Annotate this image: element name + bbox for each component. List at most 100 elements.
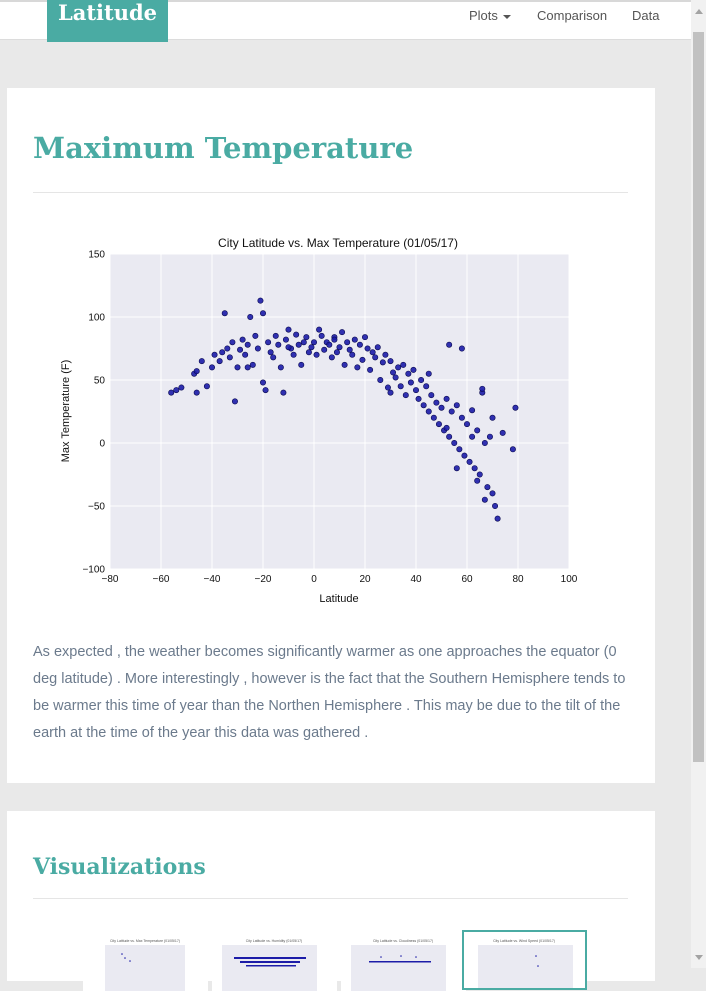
scroll-down-arrow-icon[interactable] [695,955,703,960]
data-point [423,383,430,390]
data-point [402,392,409,399]
data-point [458,345,465,352]
data-point [351,336,358,343]
thumbnail-cloudiness[interactable]: City Latitude vs. Cloudiness (01/05/17) [341,931,466,991]
vertical-scrollbar[interactable] [691,0,706,968]
scrollbar-thumb[interactable] [693,32,704,762]
data-point [489,490,496,497]
data-point [390,369,397,376]
data-point [481,440,488,447]
data-point [400,361,407,368]
data-point [328,354,335,361]
data-point [267,349,274,356]
data-point [377,377,384,384]
x-tick-label: 20 [359,574,371,585]
data-point [489,414,496,421]
data-point [443,395,450,402]
data-point [305,349,312,356]
data-point [395,364,402,371]
nav-data-link[interactable]: Data [632,8,660,23]
data-point [476,471,483,478]
data-point [341,361,348,368]
data-points [168,297,519,522]
data-point [231,398,238,405]
data-point [265,339,272,346]
data-point [420,402,427,409]
description-text: As expected , the weather becomes signif… [33,644,626,741]
y-tick-label: 150 [88,250,105,261]
data-point [254,345,261,352]
data-point [469,433,476,440]
x-tick-label: 0 [311,574,317,585]
thumbnail-wind-speed[interactable]: City Latitude vs. Wind Speed (01/05/17) [462,930,587,990]
data-point [260,310,267,317]
nav-plots-dropdown[interactable]: Plots [469,8,511,23]
data-point [262,387,269,394]
data-point [430,414,437,421]
data-point [349,351,356,358]
data-point [492,502,499,509]
data-point [336,344,343,351]
data-point [374,344,381,351]
x-tick-label: −40 [204,574,221,585]
data-point [282,336,289,343]
x-tick-label: 40 [410,574,422,585]
data-point [270,354,277,361]
data-point [244,341,251,348]
data-point [397,383,404,390]
data-point [448,408,455,415]
x-tick-label: 80 [512,574,524,585]
svg-text:City Latitude vs. Max Temperat: City Latitude vs. Max Temperature (01/05… [110,939,180,943]
data-point [456,446,463,453]
data-point [285,326,292,333]
data-point [219,349,226,356]
data-point [252,332,259,339]
data-point [509,446,516,453]
data-point [486,433,493,440]
thumbnail-max-temperature[interactable]: City Latitude vs. Max Temperature (01/05… [83,931,208,991]
data-point [469,407,476,414]
data-point [458,414,465,421]
data-point [300,339,307,346]
caret-down-icon [502,14,511,19]
data-point [364,345,371,352]
data-point [216,358,223,365]
brand-logo[interactable]: Latitude [47,0,168,42]
x-tick-label: −20 [255,574,272,585]
data-point [425,408,432,415]
data-point [247,314,254,321]
data-point [446,341,453,348]
data-point [410,366,417,373]
data-point [275,341,282,348]
data-point [318,332,325,339]
data-point [239,336,246,343]
data-point [471,465,478,472]
data-point [356,341,363,348]
data-point [466,458,473,465]
x-axis-label: Latitude [319,593,358,605]
data-point [479,385,486,392]
scroll-up-arrow-icon[interactable] [695,9,703,14]
data-point [331,336,338,343]
data-point [387,358,394,365]
data-point [280,389,287,396]
data-point [277,364,284,371]
title-divider [33,192,628,193]
data-point [173,387,180,394]
data-point [257,297,264,304]
data-point [461,452,468,459]
data-point [384,384,391,391]
thumbnail-humidity[interactable]: City Latitude vs. Humidity (01/05/17) [212,931,337,991]
data-point [392,374,399,381]
data-point [446,433,453,440]
data-point [290,351,297,358]
data-point [303,334,310,341]
data-point [226,354,233,361]
x-tick-label: 100 [561,574,578,585]
x-tick-label: −60 [153,574,170,585]
main-card: Maximum Temperature City Latitude vs. Ma… [7,88,655,783]
data-point [298,361,305,368]
data-point [433,399,440,406]
nav-comparison-link[interactable]: Comparison [537,8,608,23]
data-point [346,346,353,353]
